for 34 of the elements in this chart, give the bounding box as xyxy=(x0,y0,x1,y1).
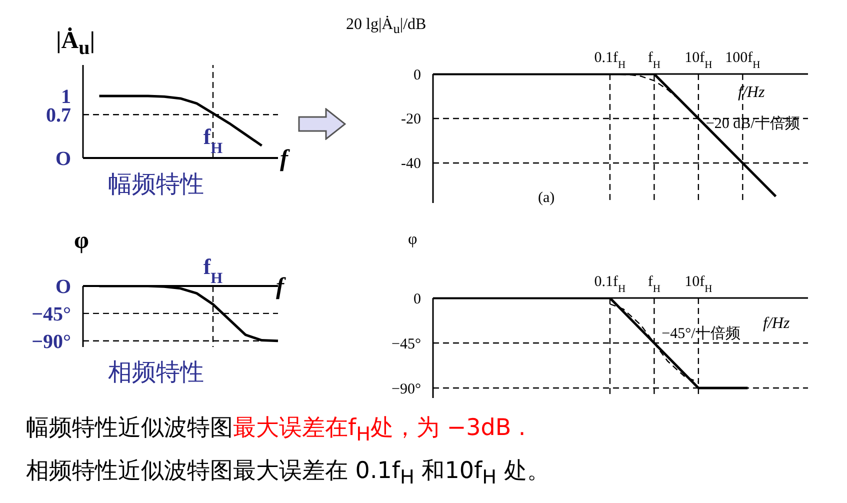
text: 相频特性 xyxy=(108,357,204,388)
x-axis-title: f/Hz xyxy=(763,315,790,333)
x-axis-title: f/Hz xyxy=(738,84,765,102)
y-tick-label: O xyxy=(55,276,71,298)
x-axis-title: f xyxy=(280,146,288,173)
y-axis-title: φ xyxy=(74,228,89,255)
annotation: (a) xyxy=(538,190,555,207)
text: 最大误差在f$_{H}$处，为 −3dB . xyxy=(233,415,526,446)
x-tick-label: f$_{H}$ xyxy=(203,254,223,286)
y-tick-label: -40 xyxy=(401,156,421,172)
y-axis-title: 20 lg|Ȧ$_{u}$|/dB xyxy=(346,16,426,38)
x-tick-label: f$_{H}$ xyxy=(648,274,661,294)
x-tick-label: f$_{H}$ xyxy=(648,50,661,70)
x-tick-label: 10f$_{H}$ xyxy=(684,274,713,294)
x-tick-label: 10f$_{H}$ xyxy=(684,50,713,70)
y-tick-label: O xyxy=(55,148,71,170)
y-axis-title: φ xyxy=(408,231,418,249)
y-tick-label: 0 xyxy=(414,291,421,308)
y-tick-label: −45° xyxy=(392,336,421,352)
x-axis-title: f xyxy=(276,274,284,301)
y-tick-label: -20 xyxy=(401,112,421,128)
text: 相频特性近似波特图最大误差在 0.1f$_{H}$ 和10f$_{H}$ 处。 xyxy=(26,458,550,488)
x-tick-label: 100f$_{H}$ xyxy=(725,50,761,70)
text: 幅频特性近似波特图 xyxy=(26,415,233,441)
y-tick-label: −90° xyxy=(32,330,71,353)
x-tick-label: 0.1f$_{H}$ xyxy=(594,50,626,70)
y-axis-title: |Ȧ$_{u}$| xyxy=(56,28,96,60)
y-tick-label: −45° xyxy=(32,303,71,326)
x-tick-label: 0.1f$_{H}$ xyxy=(594,274,626,294)
y-tick-label: 0 xyxy=(414,67,421,84)
annotation: −45°/十倍频 xyxy=(662,325,740,342)
y-tick-label: −90° xyxy=(392,381,421,398)
text: 幅频特性 xyxy=(108,169,204,200)
x-tick-label: f$_{H}$ xyxy=(203,124,223,156)
